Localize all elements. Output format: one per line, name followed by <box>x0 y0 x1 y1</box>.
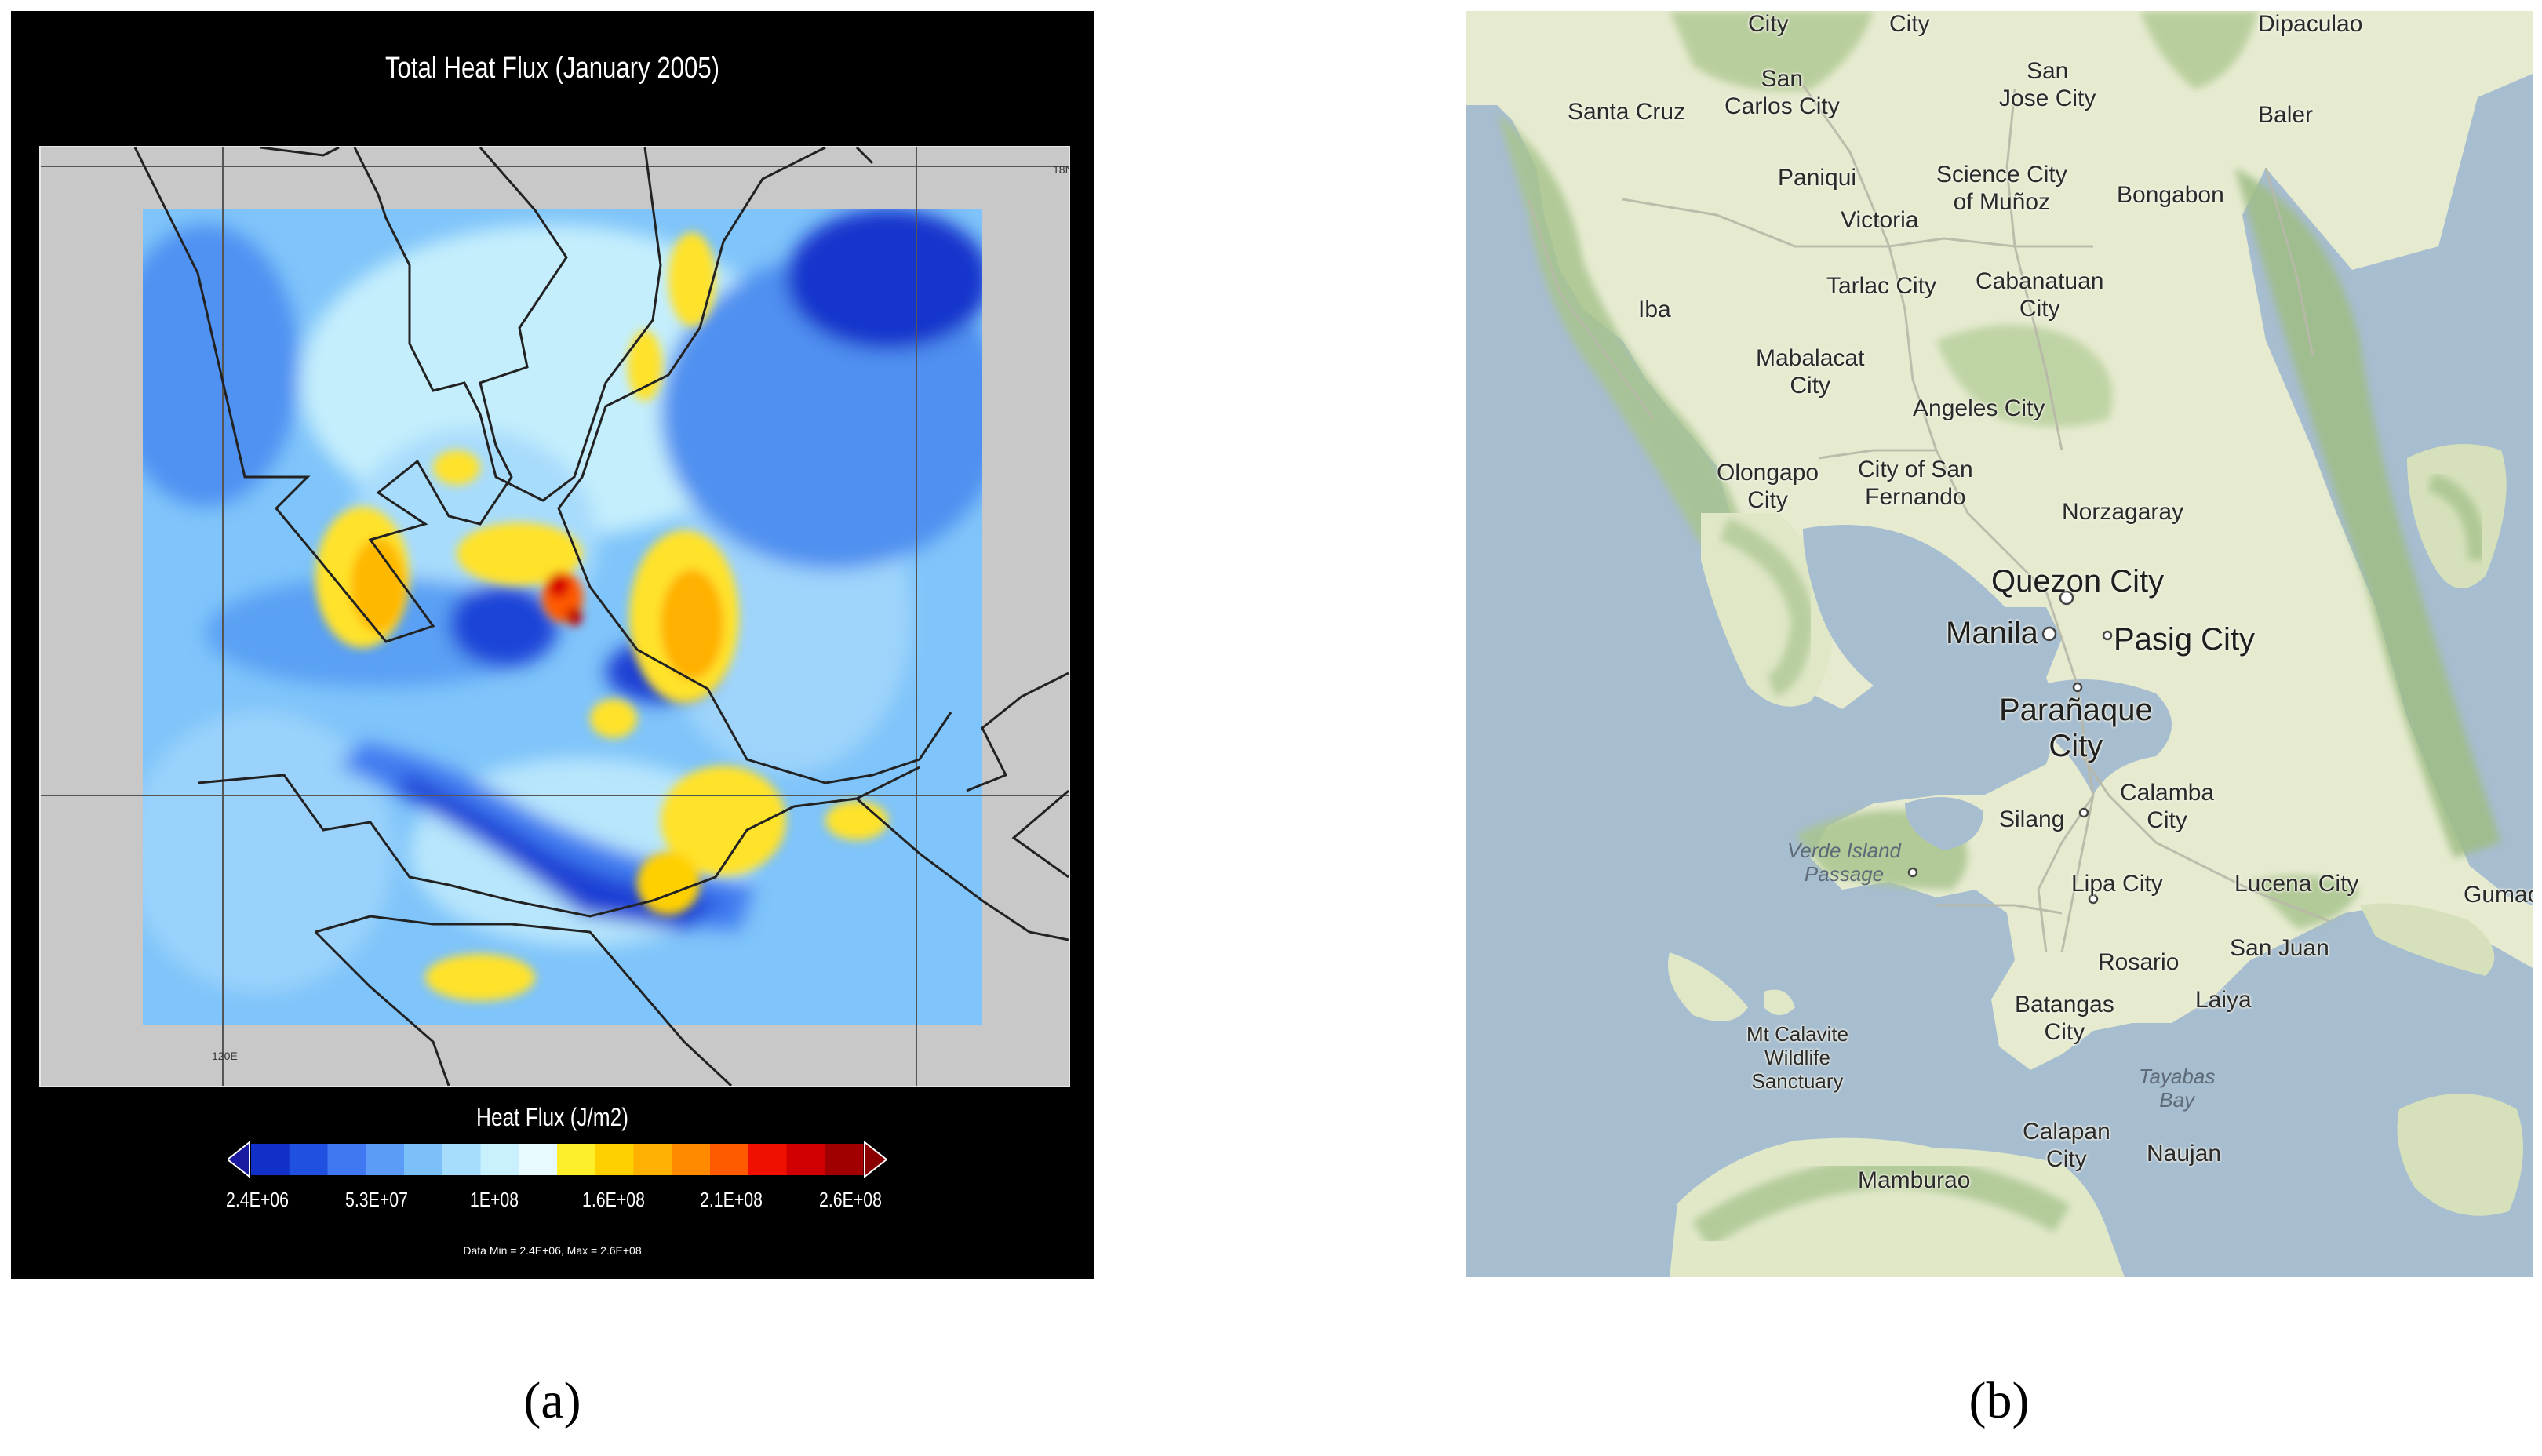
place-label: Parañaque City <box>1999 693 2153 763</box>
place-label: Cabanatuan City <box>1976 268 2104 322</box>
colorbar-tick-label: 2.4E+06 <box>225 1188 290 1211</box>
place-label: Mabalacat City <box>1756 345 1865 399</box>
taal-lake <box>1905 797 1983 850</box>
place-label: Calamba City <box>2120 780 2215 833</box>
caption-a: (a) <box>523 1372 581 1429</box>
colorbar-cell <box>480 1144 519 1175</box>
mindoro-island <box>1670 1138 2125 1277</box>
place-label: Rosario <box>2098 949 2180 975</box>
place-label: City of San Fernando <box>1858 457 1973 510</box>
colorbar-cell <box>404 1144 443 1175</box>
place-label: Lucena City <box>2234 871 2359 897</box>
place-label: Santa Cruz <box>1568 99 1686 125</box>
place-label: Gumac <box>2464 882 2533 908</box>
place-label: Angeles City <box>1913 395 2045 421</box>
place-label: Norzagaray <box>2062 499 2184 525</box>
colorbar-cell <box>442 1144 481 1175</box>
colorbar-cell <box>633 1144 672 1175</box>
place-label: Tarlac City <box>1826 273 1937 299</box>
place-label: Iba <box>1638 297 1671 322</box>
place-label: Calapan City <box>2023 1119 2110 1172</box>
place-label: Quezon City <box>1991 564 2165 599</box>
place-label: Paniqui <box>1778 165 1857 191</box>
colorbar-low-arrow <box>228 1140 250 1179</box>
place-label: City <box>1889 11 1930 37</box>
place-label: City <box>1748 11 1789 37</box>
colorbar <box>228 1140 887 1179</box>
map-title: Total Heat Flux (January 2005) <box>384 52 720 85</box>
colorbar-cell <box>825 1144 864 1175</box>
place-label: Silang <box>1999 806 2065 832</box>
colorbar-cell <box>595 1144 634 1175</box>
water-label: Verde Island Passage <box>1787 839 1902 886</box>
colorbar-title: Heat Flux (J/m2) <box>476 1103 628 1131</box>
place-label: Victoria <box>1841 207 1919 233</box>
colorbar-cell <box>366 1144 405 1175</box>
place-label: Science City of Muñoz <box>1936 162 2067 215</box>
colorbar-tick-label: 2.1E+08 <box>699 1188 763 1211</box>
place-label: San Jose City <box>1999 58 2096 111</box>
colorbar-cell <box>519 1144 558 1175</box>
colorbar-tick-label: 5.3E+07 <box>344 1188 409 1211</box>
colorbar-cell <box>748 1144 787 1175</box>
caption-b: (b) <box>1968 1372 2030 1429</box>
road-map-panel: City City Dipaculao Santa Cruz San Carlo… <box>1466 11 2533 1277</box>
colorbar-cell <box>786 1144 825 1175</box>
lon-label: 120E <box>212 1050 238 1062</box>
place-label: Naujan <box>2147 1141 2222 1167</box>
data-range-note: Data Min = 2.4E+06, Max = 2.6E+08 <box>463 1244 642 1257</box>
polillo-island <box>2407 444 2507 588</box>
colorbar-tick-label: 1.6E+08 <box>581 1188 646 1211</box>
laguna-lake <box>2037 679 2172 795</box>
coastline-overlay <box>41 147 1069 1086</box>
luzon-landmass <box>1466 11 2533 1070</box>
lat-label: 18N <box>1053 163 1069 176</box>
water-label: Tayabas Bay <box>2139 1065 2216 1112</box>
place-label: Dipaculao <box>2258 11 2363 37</box>
terrain-layer <box>1466 11 2533 1277</box>
colorbar-tick-label: 1E+08 <box>469 1188 519 1211</box>
colorbar-cell <box>557 1144 596 1175</box>
place-label: Mamburao <box>1858 1167 1971 1193</box>
manila-bay <box>1803 525 2046 709</box>
map-frame: 18N 120E <box>39 146 1070 1087</box>
place-label: Pasig City <box>2114 622 2256 657</box>
place-label: Olongapo City <box>1717 460 1819 513</box>
colorbar-cell <box>672 1144 711 1175</box>
colorbar-cell <box>327 1144 366 1175</box>
heat-flux-map-panel: Total Heat Flux (January 2005) <box>11 11 1094 1279</box>
colorbar-cell <box>710 1144 749 1175</box>
place-label: Mt Calavite Wildlife Sanctuary <box>1746 1022 1849 1093</box>
colorbar-tick-label: 2.6E+08 <box>818 1188 883 1211</box>
place-label: Manila <box>1946 616 2038 650</box>
place-label: San Carlos City <box>1724 66 1840 119</box>
place-label: Batangas City <box>2015 992 2114 1045</box>
place-label: San Juan <box>2230 935 2329 961</box>
place-label: Laiya <box>2195 987 2252 1013</box>
place-label: Baler <box>2258 102 2314 128</box>
place-label: Lipa City <box>2071 871 2163 897</box>
colorbar-high-arrow <box>864 1140 887 1179</box>
colorbar-cell <box>251 1144 290 1175</box>
colorbar-cell <box>289 1144 328 1175</box>
place-label: Bongabon <box>2117 182 2224 208</box>
